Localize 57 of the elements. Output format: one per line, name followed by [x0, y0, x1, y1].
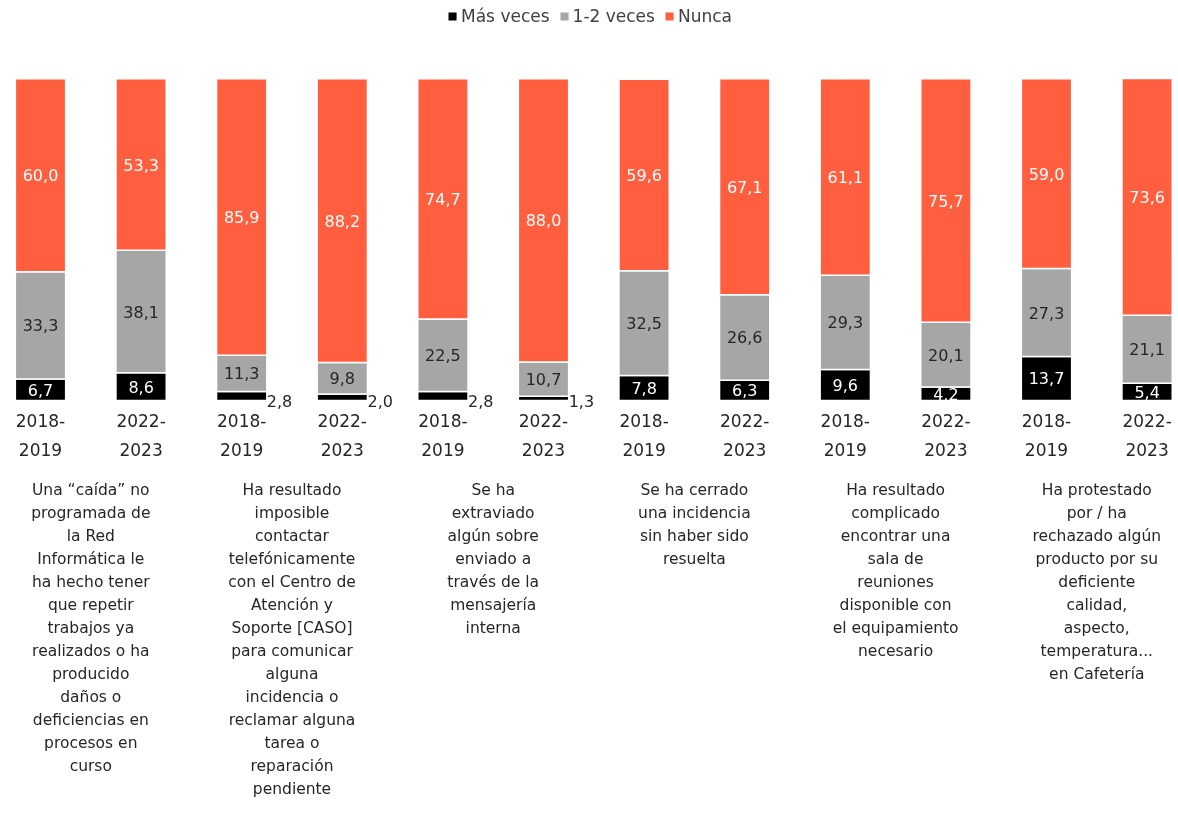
data-label: 1,3	[568, 391, 595, 411]
data-label: 11,3	[223, 364, 260, 384]
x-tick-label: 2018-2019	[15, 410, 66, 460]
data-label: 2,8	[468, 391, 494, 411]
data-label: 88,0	[525, 211, 562, 231]
data-label: 60,0	[22, 166, 59, 186]
legend-label: 1-2 veces	[572, 6, 655, 26]
legend-label: Nunca	[677, 6, 732, 26]
data-label: 9,8	[329, 369, 356, 389]
x-tick-label: 2022-2023	[921, 410, 971, 460]
data-label: 13,7	[1028, 369, 1065, 389]
text: Ha resultado complicado encontrar una sala de reuniones disponible con el equipamiento necesario	[832, 480, 959, 660]
data-label: 88,2	[324, 211, 361, 231]
text: Una “caída” no programada de la Red Informática le ha hecho tener que repetir trabajos ya realizados o ha producido daños o deficiencias en procesos en curso	[31, 480, 151, 775]
data-label: 27,3	[1028, 303, 1065, 323]
text: Ha resultado imposible contactar telefónicamente con el Centro de Atención y Soporte [CASO] para comunicar alguna incidencia o reclamar alguna tarea o reparación pendiente	[228, 480, 356, 799]
x-tick-label: 2022-2023	[317, 410, 368, 460]
x-tick-label: 2022-2023	[116, 410, 166, 460]
x-tick-label: 2018-2019	[1021, 410, 1072, 460]
data-label: 7,8	[631, 378, 657, 398]
x-tick-label: 2022-2023	[1122, 410, 1172, 460]
data-label: 33,3	[22, 316, 59, 336]
data-label: 4,2	[933, 384, 959, 404]
x-tick-label: 2018-2019	[217, 410, 267, 460]
data-label: 59,6	[626, 166, 662, 185]
data-label: 53,3	[123, 155, 159, 175]
data-label: 6,7	[27, 380, 54, 400]
data-label: 9,6	[832, 376, 859, 396]
x-tick-label: 2022-2023	[518, 410, 569, 460]
text: Se ha extraviado algún sobre enviado a través de la mensajería interna	[447, 480, 540, 637]
data-label: 21,1	[1129, 340, 1165, 360]
data-label: 61,1	[827, 168, 864, 188]
data-label: 10,7	[525, 370, 562, 390]
data-label: 2,8	[266, 391, 293, 411]
data-label: 5,4	[1134, 382, 1160, 402]
data-label: 2,0	[367, 391, 393, 411]
data-label: 32,5	[626, 314, 662, 334]
data-label: 67,1	[726, 177, 763, 197]
data-label: 29,3	[827, 313, 864, 333]
x-tick-label: 2018-2019	[619, 410, 669, 460]
data-label: 22,5	[425, 346, 461, 366]
data-label: 74,7	[425, 189, 461, 209]
data-label: 73,6	[1129, 187, 1165, 207]
data-label: 6,3	[731, 381, 758, 401]
data-label: 38,1	[123, 302, 159, 322]
data-label: 20,1	[928, 345, 964, 365]
text: Se ha cerrado una incidencia sin haber sido resuelta	[638, 480, 751, 568]
data-label: 26,6	[726, 328, 763, 348]
data-label: 59,0	[1028, 164, 1065, 184]
legend-label: Más veces	[461, 6, 550, 26]
data-label: 8,6	[128, 377, 154, 397]
data-label: 85,9	[223, 207, 260, 227]
text: Ha protestado por / ha rechazado algún producto por su deficiente calidad, aspecto, temperatura... en Cafetería	[1032, 480, 1162, 683]
data-label: 75,7	[928, 191, 964, 211]
x-tick-label: 2018-2019	[820, 410, 871, 460]
x-tick-label: 2018-2019	[418, 410, 468, 460]
x-tick-label: 2022-2023	[720, 410, 770, 460]
